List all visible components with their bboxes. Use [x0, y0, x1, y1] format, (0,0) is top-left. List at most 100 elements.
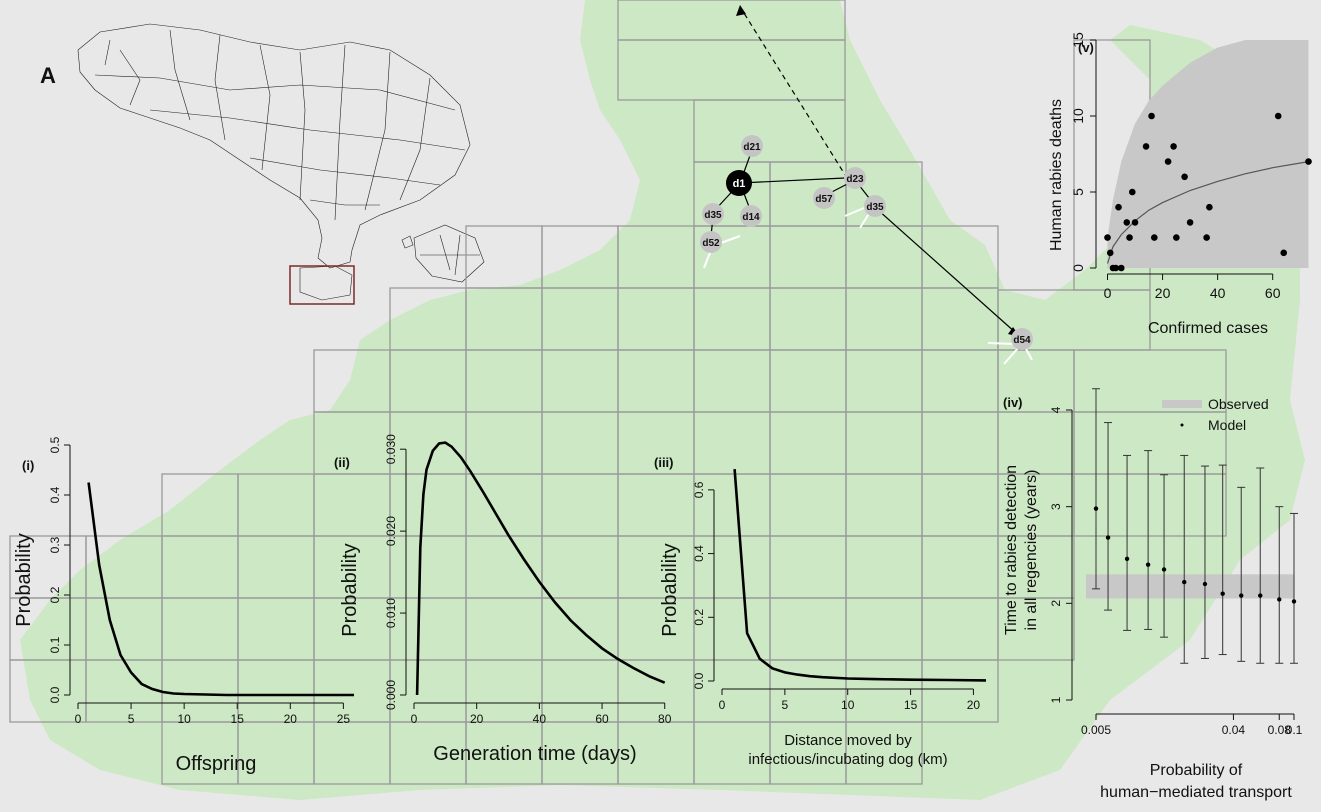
dog-node [740, 205, 762, 227]
y-tick-label: 0.0 [692, 672, 706, 689]
model-point [1182, 579, 1187, 585]
x-tick-label: 60 [1265, 285, 1281, 301]
node-label: d14 [742, 212, 760, 223]
model-point [1202, 581, 1208, 587]
node-label: d57 [815, 194, 833, 205]
district-border [214, 34, 226, 141]
district-border [169, 29, 191, 121]
x-tick-label: 60 [595, 712, 609, 726]
district-border [299, 51, 306, 201]
legend-swatch-observed [1162, 400, 1202, 408]
district-border [334, 44, 346, 221]
y-tick-label: 0.010 [384, 598, 398, 628]
model-point [1258, 593, 1263, 598]
panel-label: (iii) [654, 455, 674, 470]
y-tick-label: 0.2 [692, 609, 706, 626]
x-axis-label: Offspring [176, 753, 257, 775]
data-line [87, 482, 354, 697]
data-point [1181, 173, 1188, 181]
model-point [1124, 556, 1130, 562]
landmass-islet [1255, 425, 1300, 460]
x-axis-label: Confirmed cases [1148, 320, 1268, 337]
dog-node [844, 167, 866, 189]
x-tick-label: 0.1 [1286, 723, 1303, 737]
inset-map-tiny-island [401, 235, 414, 249]
grid-cell [845, 721, 923, 785]
district-border [104, 39, 111, 66]
data-point [1115, 203, 1122, 211]
local-move-arrow [1003, 346, 1020, 365]
x-tick-label: 40 [1210, 285, 1226, 301]
y-axis-label: Probability [659, 543, 681, 636]
panel-label: (ii) [334, 455, 350, 470]
grid-cell [921, 659, 999, 723]
data-point [1206, 203, 1213, 211]
long-distance-dashed-arrow [741, 9, 853, 187]
x-tick-label: 0 [75, 712, 82, 726]
panel-label-a: A [40, 63, 56, 88]
x-tick-label: 0.04 [1222, 723, 1246, 737]
district-border [399, 77, 431, 201]
x-tick-label: 0.08 [1268, 723, 1292, 737]
fit-line [1106, 161, 1309, 264]
data-point [1128, 188, 1136, 196]
legend-label: Observed [1208, 396, 1269, 412]
district-border [259, 44, 271, 171]
x-tick-label: 20 [967, 698, 981, 712]
data-point [1106, 249, 1114, 257]
x-axis-label: Generation time (days) [433, 743, 636, 765]
data-point [1280, 249, 1288, 257]
panel-label: (iv) [1003, 395, 1023, 410]
y-tick-label: 3 [1049, 503, 1063, 510]
dog-node [813, 187, 835, 209]
x-tick-label: 20 [284, 712, 298, 726]
observed-band [1086, 574, 1294, 599]
y-tick-label: 0.3 [48, 536, 62, 553]
y-tick-label: 0.0 [48, 686, 62, 703]
model-point [1291, 599, 1297, 604]
y-tick-label: 0 [1070, 264, 1086, 272]
dog-node [1011, 328, 1033, 350]
dog-node [741, 135, 763, 157]
arrow-head [736, 5, 746, 16]
x-tick-label: 0 [1104, 285, 1112, 301]
data-point [1186, 219, 1194, 226]
x-tick-label: 40 [533, 712, 547, 726]
node-d1: d1 [726, 170, 752, 196]
x-tick-label: 10 [177, 712, 191, 726]
data-line [415, 441, 666, 696]
y-tick-label: 15 [1070, 32, 1086, 48]
x-tick-label: 5 [128, 712, 135, 726]
inset-map-small-island [413, 224, 485, 283]
node-label: d21 [743, 142, 761, 153]
data-point [1142, 143, 1150, 150]
index-dog-node [726, 170, 752, 196]
chart-generation-time: 0 20 40 60 80 0.000 0.010 0.020 0.030 (ii) Probabi… [334, 434, 672, 765]
district-border [119, 49, 141, 106]
node-d21: d21 [741, 135, 763, 157]
edge [877, 209, 1017, 334]
model-point [1161, 567, 1167, 572]
x-axis-label: Probability of [1150, 762, 1243, 779]
y-tick-label: 1 [1049, 696, 1063, 703]
data-point [1148, 112, 1155, 120]
landmass-shape [20, 0, 1305, 800]
y-axis-label: Probability [13, 533, 35, 626]
chart-dispersal-distance: 0 5 10 15 20 0.0 0.2 0.4 0.6 (iii) Probability Dist… [654, 455, 987, 768]
y-axis-label: Probability [339, 543, 361, 636]
y-tick-label: 5 [1070, 188, 1086, 196]
y-tick-label: 0.5 [48, 436, 62, 453]
district-border [309, 199, 380, 206]
dog-node [864, 195, 886, 217]
y-axis-label: in all regencies (years) [1023, 470, 1040, 631]
node-d57: d57 [813, 187, 835, 209]
district-border [94, 74, 456, 111]
y-axis-label: Human rabies deaths [1048, 99, 1065, 251]
data-point [1112, 264, 1120, 272]
panel-label: (i) [22, 458, 34, 473]
data-line [733, 469, 987, 682]
grid-cell [997, 597, 1075, 661]
prediction-envelope [1107, 40, 1309, 268]
model-point [1093, 506, 1099, 511]
inset-zoom-box [289, 265, 355, 305]
